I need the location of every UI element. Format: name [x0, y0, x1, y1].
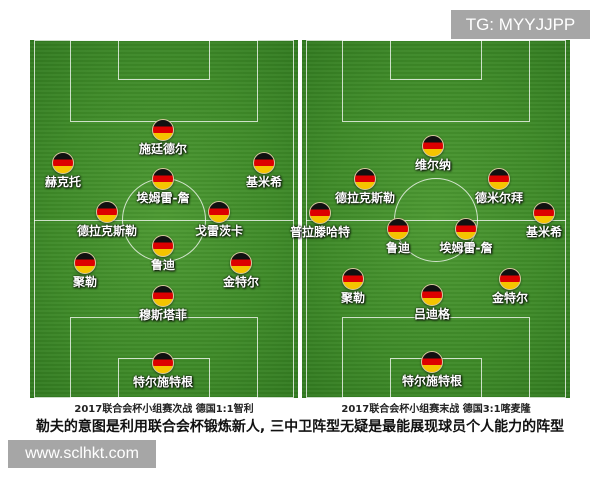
- germany-flag-icon: [488, 168, 510, 190]
- player-name: 德拉克斯勒: [76, 224, 137, 238]
- germany-flag-icon: [208, 201, 230, 223]
- watermark-url: www.sclhkt.com: [8, 440, 156, 468]
- germany-flag-icon: [387, 218, 409, 240]
- watermark-tg: TG: MYYJJPP: [451, 10, 590, 39]
- germany-flag-icon: [74, 252, 96, 274]
- player-name: 基米希: [245, 175, 282, 189]
- germany-flag-icon: [342, 268, 364, 290]
- top-goal-area: [390, 40, 482, 80]
- player-name: 德拉克斯勒: [334, 191, 395, 205]
- germany-flag-icon: [421, 284, 443, 306]
- germany-flag-icon: [253, 152, 275, 174]
- germany-flag-icon: [354, 168, 376, 190]
- player-name: 维尔纳: [414, 158, 451, 172]
- right-caption: 2017联合会杯小组赛末战 德国3:1喀麦隆: [341, 404, 531, 415]
- player-name: 埃姆雷-詹: [439, 241, 493, 255]
- germany-flag-icon: [96, 201, 118, 223]
- player-name: 埃姆雷-詹: [136, 191, 190, 205]
- germany-flag-icon: [455, 218, 477, 240]
- germany-flag-icon: [422, 135, 444, 157]
- headline: 勒夫的意图是利用联合会杯锻炼新人, 三中卫阵型无疑是最能展现球员个人能力的阵型: [35, 419, 565, 435]
- player-name: 吕迪格: [413, 307, 450, 321]
- player-name: 基米希: [525, 225, 562, 239]
- top-goal-area: [118, 40, 210, 80]
- player-name: 聚勒: [72, 275, 97, 289]
- germany-flag-icon: [499, 268, 521, 290]
- player-name: 穆斯塔菲: [138, 308, 187, 322]
- right-pitch: 维尔纳德拉克斯勒 德米尔拜普拉滕哈特 基米希鲁迪 埃姆雷-詹聚勒 金特尔吕迪格特尔施特根: [290, 40, 570, 398]
- player-name: 鲁迪: [385, 241, 410, 255]
- germany-flag-icon: [533, 202, 555, 224]
- germany-flag-icon: [152, 352, 174, 374]
- player-name: 聚勒: [340, 291, 365, 305]
- germany-flag-icon: [309, 202, 331, 224]
- player-name: 施廷德尔: [138, 142, 187, 156]
- germany-flag-icon: [421, 351, 443, 373]
- player-name: 金特尔: [491, 291, 528, 305]
- player-name: 金特尔: [222, 275, 259, 289]
- germany-flag-icon: [152, 119, 174, 141]
- germany-flag-icon: [230, 252, 252, 274]
- germany-flag-icon: [152, 285, 174, 307]
- player-name: 特尔施特根: [401, 374, 462, 388]
- player-name: 戈雷茨卡: [194, 224, 243, 238]
- player-name: 特尔施特根: [132, 375, 193, 389]
- player-name: 鲁迪: [150, 258, 175, 272]
- germany-flag-icon: [152, 235, 174, 257]
- player-name: 赫克托: [44, 175, 81, 189]
- germany-flag-icon: [152, 168, 174, 190]
- left-caption: 2017联合会杯小组赛次战 德国1:1智利: [74, 404, 254, 415]
- player-name: 普拉滕哈特: [289, 225, 350, 239]
- player-name: 德米尔拜: [474, 191, 523, 205]
- germany-flag-icon: [52, 152, 74, 174]
- left-pitch: 施廷德尔赫克托 基米希埃姆雷-詹德拉克斯勒 戈雷茨卡鲁迪聚勒 金特尔穆斯塔菲特尔施特根: [30, 40, 298, 398]
